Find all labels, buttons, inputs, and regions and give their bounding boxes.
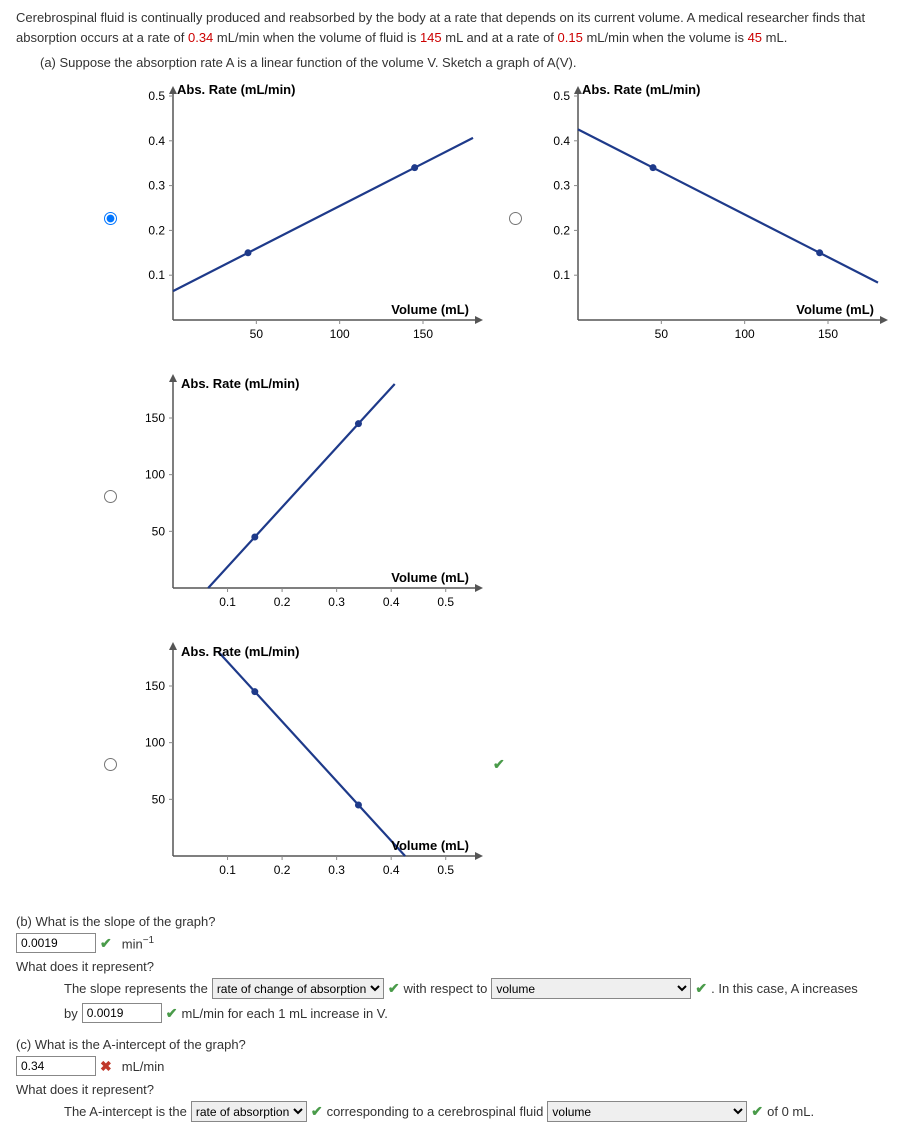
- check-icon: ✔: [493, 756, 505, 773]
- rep1-c: . In this case, A increases: [711, 981, 858, 996]
- svg-text:0.5: 0.5: [148, 89, 165, 103]
- chart-option-3: 50 100 150 0.1 0.2 0.3 0.4 0.5 Abs. Rate (mL/min…: [104, 366, 493, 626]
- svg-text:50: 50: [152, 524, 166, 538]
- svg-text:100: 100: [145, 736, 165, 750]
- slope-meaning-select-2[interactable]: volume: [491, 978, 691, 999]
- intro-t5: mL.: [762, 30, 787, 45]
- intro-t2: mL/min when the volume of fluid is: [213, 30, 420, 45]
- chart-radio-2[interactable]: [509, 212, 522, 225]
- svg-text:50: 50: [250, 327, 264, 341]
- problem-intro: Cerebrospinal fluid is continually produ…: [16, 8, 907, 47]
- svg-text:0.3: 0.3: [148, 179, 165, 193]
- chart-4: 50 100 150 0.1 0.2 0.3 0.4 0.5 Abs. Rate (mL/min…: [123, 634, 493, 894]
- chart-option-2: 0.1 0.2 0.3 0.4 0.5 50 100 150 Abs. Rate (mL/min…: [509, 78, 898, 358]
- svg-text:0.1: 0.1: [553, 268, 570, 282]
- svg-text:0.4: 0.4: [383, 595, 400, 609]
- svg-text:Abs. Rate (mL/min): Abs. Rate (mL/min): [181, 376, 299, 391]
- intercept-meaning-select-2[interactable]: volume: [547, 1101, 747, 1122]
- repC-b: corresponding to a cerebrospinal fluid: [327, 1104, 544, 1119]
- svg-text:Abs. Rate (mL/min): Abs. Rate (mL/min): [181, 644, 299, 659]
- svg-text:Volume (mL): Volume (mL): [391, 302, 469, 317]
- svg-text:150: 150: [145, 411, 165, 425]
- svg-text:0.4: 0.4: [148, 134, 165, 148]
- chart-option-4: 50 100 150 0.1 0.2 0.3 0.4 0.5 Abs. Rate (mL/min…: [104, 634, 505, 894]
- svg-text:Abs. Rate (mL/min): Abs. Rate (mL/min): [177, 82, 295, 97]
- chart-1: 0.1 0.2 0.3 0.4 0.5 50 100 150 Abs. Rate (mL/min…: [123, 78, 493, 358]
- chart-option-1: 0.1 0.2 0.3 0.4 0.5 50 100 150 Abs. Rate (mL/min…: [104, 78, 493, 358]
- slope-input[interactable]: [16, 933, 96, 953]
- intro-t4: mL/min when the volume is: [583, 30, 748, 45]
- intro-t3: mL and at a rate of: [442, 30, 558, 45]
- rep1-b: with respect to: [404, 981, 488, 996]
- svg-text:150: 150: [818, 327, 838, 341]
- check-icon: ✔: [311, 1103, 323, 1120]
- part-c-question: (c) What is the A-intercept of the graph…: [16, 1037, 907, 1052]
- repC-a: The A-intercept is the: [64, 1104, 187, 1119]
- svg-text:0.5: 0.5: [553, 89, 570, 103]
- chart-3: 50 100 150 0.1 0.2 0.3 0.4 0.5 Abs. Rate (mL/min…: [123, 366, 493, 626]
- rate2: 0.15: [558, 30, 583, 45]
- svg-text:50: 50: [152, 792, 166, 806]
- chart-2: 0.1 0.2 0.3 0.4 0.5 50 100 150 Abs. Rate (mL/min…: [528, 78, 898, 358]
- svg-text:Volume (mL): Volume (mL): [796, 302, 874, 317]
- svg-text:0.2: 0.2: [148, 223, 165, 237]
- svg-text:150: 150: [145, 679, 165, 693]
- svg-text:Volume (mL): Volume (mL): [391, 838, 469, 853]
- chart-radio-3[interactable]: [104, 490, 117, 503]
- cross-icon: ✖: [100, 1058, 112, 1075]
- vol2: 45: [748, 30, 762, 45]
- rep1-a: The slope represents the: [64, 981, 208, 996]
- svg-text:50: 50: [655, 327, 669, 341]
- check-icon: ✔: [388, 980, 400, 997]
- svg-text:Volume (mL): Volume (mL): [391, 570, 469, 585]
- svg-text:0.4: 0.4: [383, 863, 400, 877]
- check-icon: ✔: [695, 980, 707, 997]
- svg-text:0.3: 0.3: [328, 863, 345, 877]
- rep2-b: mL/min for each 1 mL increase in V.: [181, 1006, 387, 1021]
- svg-text:100: 100: [735, 327, 755, 341]
- repC-c: of 0 mL.: [767, 1104, 814, 1119]
- chart-radio-4[interactable]: [104, 758, 117, 771]
- svg-text:0.2: 0.2: [553, 223, 570, 237]
- svg-text:0.3: 0.3: [553, 179, 570, 193]
- part-c-rep-question: What does it represent?: [16, 1082, 907, 1097]
- svg-text:0.5: 0.5: [437, 595, 454, 609]
- part-b-rep-question: What does it represent?: [16, 959, 907, 974]
- svg-text:0.1: 0.1: [219, 863, 236, 877]
- intercept-meaning-select-1[interactable]: rate of absorption: [191, 1101, 307, 1122]
- svg-text:0.1: 0.1: [148, 268, 165, 282]
- slope-value-input[interactable]: [82, 1003, 162, 1023]
- part-b-question: (b) What is the slope of the graph?: [16, 914, 907, 929]
- intercept-input[interactable]: [16, 1056, 96, 1076]
- svg-text:0.1: 0.1: [219, 595, 236, 609]
- rep2-a: by: [64, 1006, 78, 1021]
- check-icon: ✔: [100, 935, 112, 952]
- svg-text:100: 100: [145, 468, 165, 482]
- svg-text:0.5: 0.5: [437, 863, 454, 877]
- chart-options: 0.1 0.2 0.3 0.4 0.5 50 100 150 Abs. Rate (mL/min…: [96, 74, 907, 898]
- svg-text:0.2: 0.2: [274, 595, 291, 609]
- vol1: 145: [420, 30, 442, 45]
- slope-meaning-select-1[interactable]: rate of change of absorption: [212, 978, 384, 999]
- intercept-unit: mL/min: [122, 1059, 165, 1074]
- slope-unit: min−1: [122, 935, 154, 951]
- check-icon: ✔: [166, 1005, 178, 1022]
- check-icon: ✔: [751, 1103, 763, 1120]
- chart-radio-1[interactable]: [104, 212, 117, 225]
- svg-text:100: 100: [330, 327, 350, 341]
- svg-text:150: 150: [413, 327, 433, 341]
- svg-text:0.4: 0.4: [553, 134, 570, 148]
- svg-text:0.2: 0.2: [274, 863, 291, 877]
- part-a-text: (a) Suppose the absorption rate A is a l…: [16, 55, 907, 70]
- svg-text:0.3: 0.3: [328, 595, 345, 609]
- svg-text:Abs. Rate (mL/min): Abs. Rate (mL/min): [582, 82, 700, 97]
- rate1: 0.34: [188, 30, 213, 45]
